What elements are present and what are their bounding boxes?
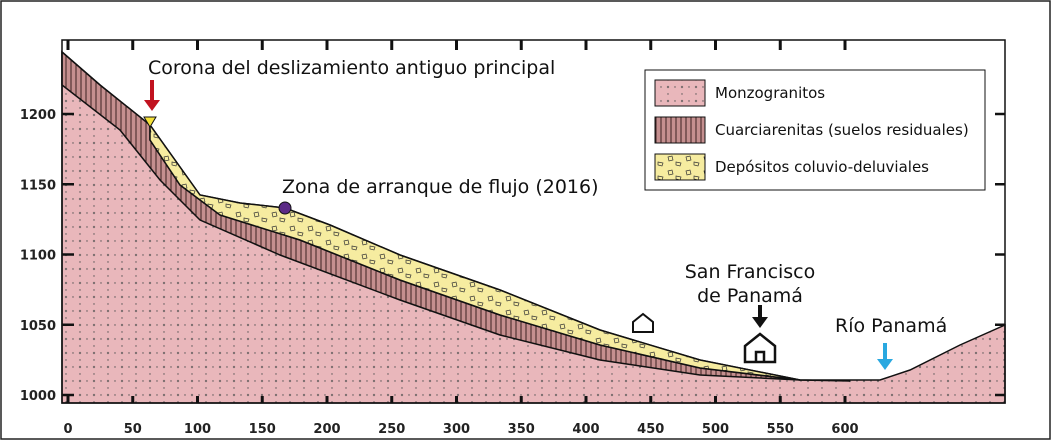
legend-swatch (654, 153, 706, 181)
plot-frame (61, 39, 1006, 404)
y-tick-label: 1100 (20, 249, 56, 264)
legend-label: Monzogranitos (715, 84, 825, 102)
x-tick-label: 100 (184, 422, 211, 437)
town-label: San Francisco (685, 261, 816, 283)
crown-marker (143, 116, 157, 128)
x-tick-label: 400 (572, 422, 599, 437)
legend-label: Depósitos coluvio-deluviales (715, 158, 929, 176)
town-label: de Panamá (697, 285, 803, 307)
x-tick-label: 300 (443, 422, 470, 437)
crown-label: Corona del deslizamiento antiguo princip… (148, 57, 555, 79)
flow-label: Zona de arranque de flujo (2016) (282, 176, 599, 198)
crown-arrow-head (144, 100, 160, 111)
legend-swatch (654, 116, 706, 144)
x-tick-label: 500 (702, 422, 729, 437)
river-arrow-head (877, 359, 893, 370)
flow-marker (278, 201, 292, 215)
legend-swatch (654, 79, 706, 107)
y-tick-label: 1150 (20, 178, 56, 193)
x-tick-label: 450 (637, 422, 664, 437)
house (632, 312, 654, 333)
house (743, 332, 777, 364)
y-tick-label: 1000 (20, 389, 56, 404)
legend: Monzogranitos Cuarciarenitas (suelos res… (644, 69, 986, 191)
x-tick-label: 250 (378, 422, 405, 437)
legend-label: Cuarciarenitas (suelos residuales) (715, 121, 969, 139)
x-tick-label: 200 (313, 422, 340, 437)
x-tick-label: 50 (124, 422, 142, 437)
x-tick-label: 0 (63, 422, 72, 437)
x-tick-label: 150 (249, 422, 276, 437)
y-tick-label: 1050 (20, 319, 56, 334)
x-tick-label: 550 (767, 422, 794, 437)
town-arrow-head (752, 317, 768, 328)
river-label: Río Panamá (835, 315, 947, 337)
x-tick-label: 600 (831, 422, 858, 437)
y-tick-label: 1200 (20, 108, 56, 123)
x-tick-label: 350 (508, 422, 535, 437)
